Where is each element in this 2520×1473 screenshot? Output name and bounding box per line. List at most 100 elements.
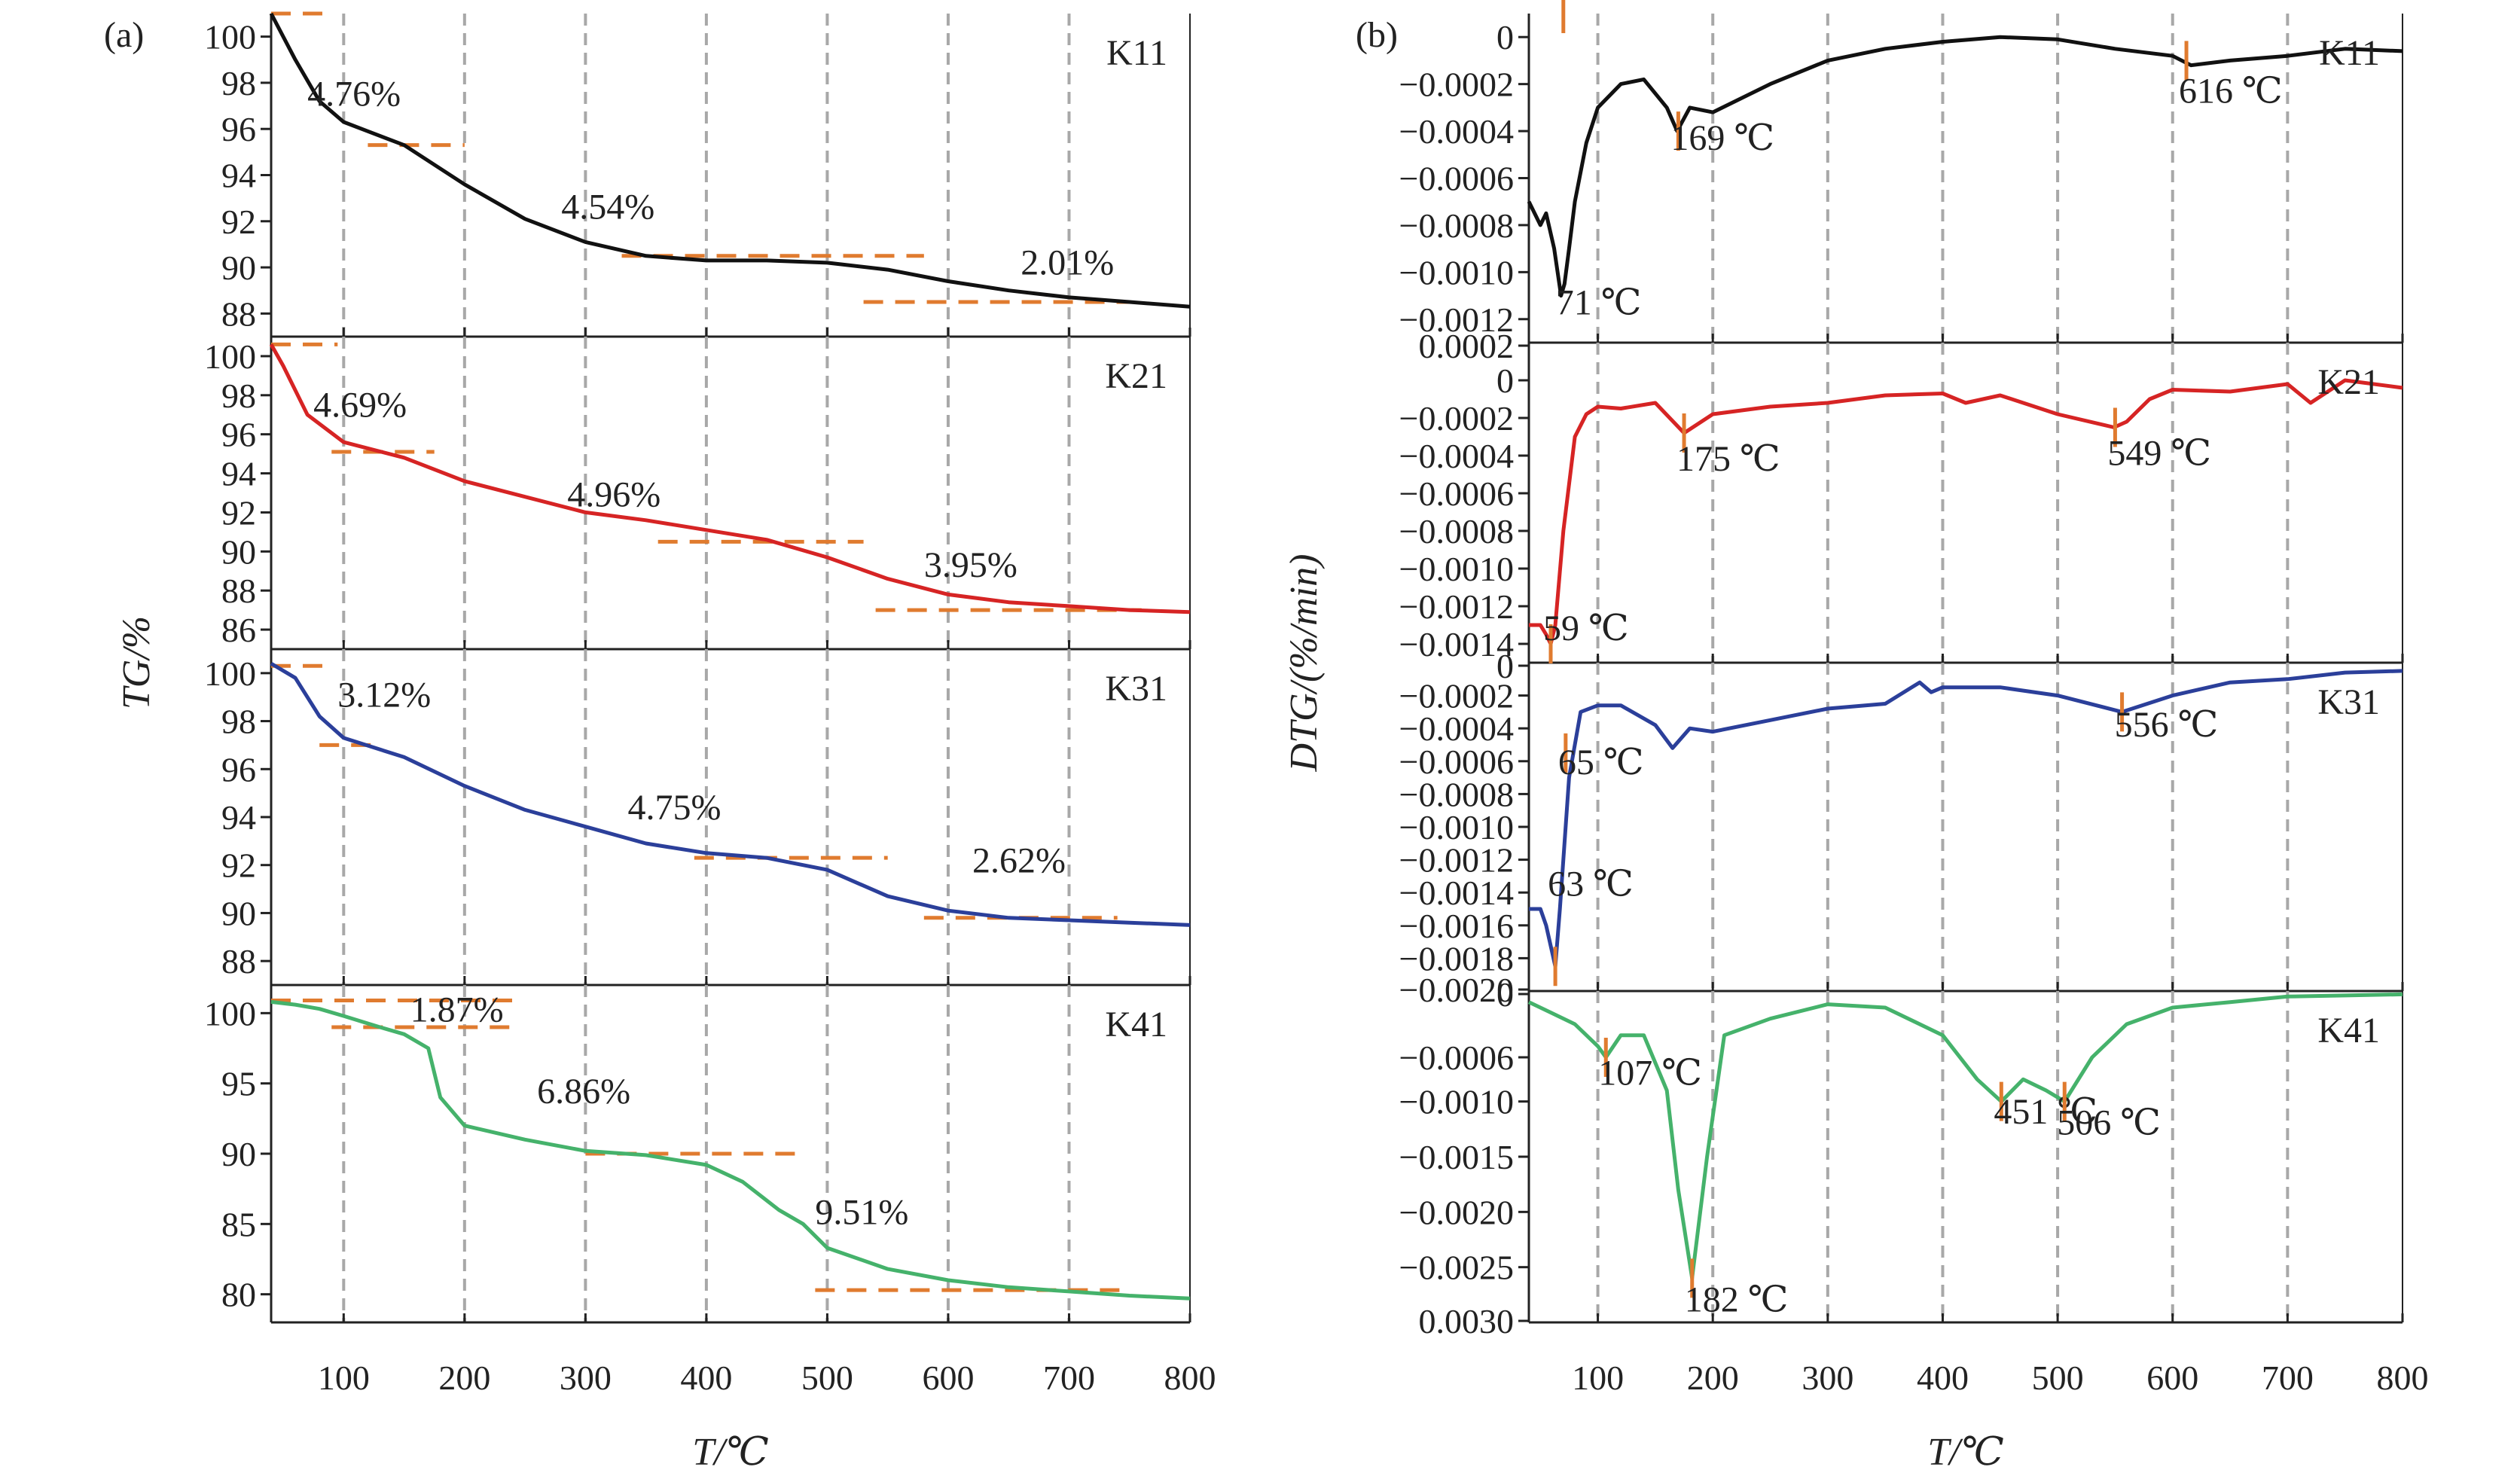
- mass-loss-label: 4.69%: [313, 385, 407, 425]
- y-tick-label: 0: [1496, 18, 1514, 56]
- right-panel-K41: 0 −0.0006 −0.0010 −0.0015 −0.0020 −0.0025 0.00…: [1399, 975, 2404, 1340]
- y-tick-label: −0.0006: [1399, 743, 1514, 781]
- y-tick-label: 100: [204, 654, 256, 693]
- y-tick-label: 88: [221, 942, 256, 980]
- y-tick-label: −0.0010: [1399, 1083, 1514, 1121]
- y-tick-label: 0.0002: [1419, 327, 1515, 365]
- y-tick-label: 0.0030: [1419, 1302, 1515, 1340]
- x-axis-title-left: T/℃: [692, 1431, 769, 1473]
- panel-label-b: (b): [1356, 15, 1398, 55]
- mass-loss-label: 3.95%: [924, 545, 1017, 585]
- y-tick-label: 92: [221, 846, 256, 885]
- mass-loss-label: 2.62%: [972, 840, 1066, 880]
- series-line-K31: [270, 661, 1191, 927]
- peak-temperature-label: 506 ℃: [2057, 1103, 2161, 1143]
- x-axis-title-right: T/℃: [1927, 1431, 2004, 1473]
- y-tick-label: −0.0018: [1399, 939, 1514, 977]
- peak-temperature-label: 549 ℃: [2107, 434, 2211, 474]
- y-tick-label: −0.0020: [1399, 971, 1514, 1009]
- y-tick-label: −0.0008: [1399, 775, 1514, 813]
- y-tick-label: 80: [221, 1276, 256, 1314]
- series-line-K41: [270, 999, 1191, 1301]
- y-tick-label: −0.0006: [1399, 160, 1514, 198]
- x-tick-label: 400: [680, 1359, 732, 1397]
- y-tick-label: 100: [204, 18, 256, 56]
- y-tick-label: −0.0020: [1399, 1193, 1514, 1231]
- series-line-K21: [269, 343, 1191, 615]
- y-tick-label: −0.0004: [1399, 112, 1514, 151]
- y-tick-label: 94: [221, 455, 256, 493]
- y-tick-label: −0.0006: [1399, 1038, 1514, 1077]
- x-tick-label: 100: [318, 1359, 370, 1397]
- y-tick-label: −0.0002: [1399, 66, 1514, 104]
- left-panel-K11: 88 90 92 94 96 98 100 K11 4.76% 4.54% 2.01%: [204, 11, 1191, 338]
- x-tick-label: 700: [1043, 1359, 1095, 1397]
- peak-temperature-label: 616 ℃: [2179, 72, 2283, 111]
- y-tick-label: −0.0008: [1399, 512, 1514, 550]
- y-tick-label: −0.0002: [1399, 677, 1514, 715]
- y-tick-label: 95: [221, 1065, 256, 1103]
- x-tick-label: 800: [1164, 1359, 1216, 1397]
- x-tick-label: 600: [922, 1359, 974, 1397]
- y-tick-label: −0.0008: [1399, 206, 1514, 245]
- series-line-K41: [1527, 992, 2403, 1280]
- mass-loss-label: 4.75%: [628, 788, 722, 828]
- y-tick-label: 96: [221, 416, 256, 454]
- y-tick-label: 88: [221, 294, 256, 333]
- y-tick-label: 90: [221, 532, 256, 571]
- sample-label: K11: [2319, 33, 2380, 73]
- y-tick-label: −0.0012: [1399, 300, 1514, 339]
- y-tick-label: −0.0015: [1399, 1138, 1514, 1176]
- x-tick-label: 200: [1687, 1359, 1739, 1397]
- peak-temperature-label: 65 ℃: [1558, 743, 1644, 782]
- y-tick-label: 90: [221, 249, 256, 287]
- x-tick-label: 200: [438, 1359, 490, 1397]
- y-tick-label: −0.0004: [1399, 437, 1514, 475]
- y-tick-label: 92: [221, 493, 256, 532]
- y-tick-label: 96: [221, 110, 256, 148]
- y-tick-label: −0.0012: [1399, 587, 1514, 626]
- mass-loss-label: 9.51%: [815, 1192, 908, 1232]
- mass-loss-label: 4.54%: [561, 188, 654, 227]
- sample-label: K41: [1105, 1005, 1167, 1045]
- y-tick-label: −0.0010: [1399, 550, 1514, 588]
- x-tick-label: 800: [2377, 1359, 2429, 1397]
- y-tick-label: 98: [221, 64, 256, 102]
- sample-label: K31: [2317, 682, 2380, 722]
- x-tick-label: 500: [801, 1359, 853, 1397]
- panel-label-a: (a): [104, 15, 144, 55]
- mass-loss-label: 1.87%: [410, 990, 504, 1030]
- x-tick-label: 300: [560, 1359, 612, 1397]
- series-line-K31: [1529, 669, 2403, 968]
- y-tick-label: −0.0014: [1399, 874, 1514, 912]
- right-panel-K31: 0−0.0002−0.0004−0.0006−0.0008−0.0010−0.0…: [1399, 647, 2404, 1009]
- mass-loss-label: 3.12%: [337, 675, 431, 715]
- right-panel-K11: 0 −0.0002 −0.0004 −0.0006 −0.0008 −0.0010 −0.0…: [1399, 0, 2404, 344]
- y-tick-label: 88: [221, 572, 256, 610]
- y-tick-label: −0.0012: [1399, 841, 1514, 880]
- peak-temperature-label: 451 ℃: [1994, 1092, 2097, 1132]
- peak-temperature-label: 63 ℃: [1548, 865, 1634, 904]
- y-axis-title-right: DTG/(%/min): [1283, 554, 1326, 773]
- peak-temperature-label: 556 ℃: [2115, 705, 2219, 745]
- y-tick-label: −0.0006: [1399, 474, 1514, 513]
- y-tick-label: 85: [221, 1205, 256, 1243]
- y-tick-label: −0.0016: [1399, 907, 1514, 945]
- y-tick-label: −0.0004: [1399, 709, 1514, 748]
- x-tick-label: 700: [2262, 1359, 2314, 1397]
- y-tick-label: 100: [204, 337, 256, 376]
- y-tick-label: 100: [204, 994, 256, 1032]
- left-panel-K31: 88 90 92 94 96 98 100 K31 3.12% 4.75% 2.62%: [204, 649, 1191, 987]
- x-tick-label: 600: [2146, 1359, 2198, 1397]
- series-line-K21: [1529, 378, 2403, 646]
- mass-loss-label: 4.76%: [307, 75, 401, 114]
- right-panel-K21: 0.00020−0.0002−0.0004−0.0006−0.0008−0.00…: [1399, 327, 2404, 664]
- y-tick-label: 0: [1496, 975, 1514, 1014]
- y-tick-label: 94: [221, 157, 256, 195]
- y-tick-label: 94: [221, 798, 256, 837]
- y-tick-label: 0: [1496, 361, 1514, 400]
- mass-loss-label: 6.86%: [537, 1072, 630, 1112]
- series-line-K11: [269, 12, 1191, 309]
